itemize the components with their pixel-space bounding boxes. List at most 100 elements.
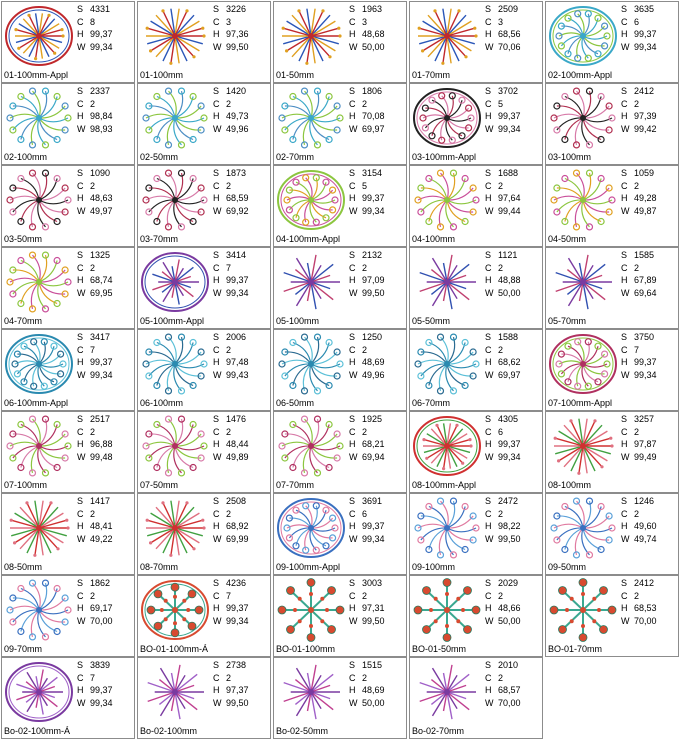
design-cell[interactable]: S 1862 C 2 H 69,17 W 70,00 09-70mm (1, 575, 135, 657)
design-cell[interactable]: S 1806 C 2 H 70,08 W 69,97 02-70mm (273, 83, 407, 165)
design-cell[interactable]: S 1515 C 2 H 48,69 W 50,00 Bo-02-50mm (273, 657, 407, 739)
design-cell[interactable]: S 2006 C 2 H 97,48 W 99,43 06-100mm (137, 329, 271, 411)
design-cell[interactable]: S 3691 C 6 H 99,37 W 99,34 09-100mm-Appl (273, 493, 407, 575)
design-cell[interactable]: S 2738 C 2 H 97,37 W 99,50 Bo-02-100mm (137, 657, 271, 739)
color-count-label: C (349, 98, 356, 109)
stitch-flower (463, 586, 472, 595)
design-cell[interactable]: S 1417 C 2 H 48,41 W 49,22 08-50mm (1, 493, 135, 575)
design-cell[interactable]: S 2472 C 2 H 98,22 W 99,50 09-100mm (409, 493, 543, 575)
stitch-curl (425, 545, 433, 554)
design-cell[interactable]: S 1963 C 3 H 48,68 W 50,00 01-50mm (273, 1, 407, 83)
design-cell[interactable]: S 2517 C 2 H 96,88 W 99,48 07-100mm (1, 411, 135, 493)
stitch-line (283, 27, 312, 37)
stitch-curl (142, 114, 150, 122)
design-cell[interactable]: S 1585 C 2 H 67,89 W 69,64 05-70mm (545, 247, 679, 329)
stitch-curl (597, 174, 605, 183)
design-cell[interactable]: S 2337 C 2 H 98,84 W 98,93 02-100mm (1, 83, 135, 165)
design-cell[interactable]: S 3635 C 6 H 99,37 W 99,34 02-100mm-Appl (545, 1, 679, 83)
stitch-count-value: 2472 (498, 496, 519, 506)
design-preview-image (549, 6, 617, 66)
stitch-count-value: 2517 (90, 414, 111, 424)
design-cell[interactable]: S 2010 C 2 H 68,57 W 70,00 Bo-02-70mm (409, 657, 543, 739)
design-height: H 97,87 (621, 438, 657, 451)
stitch-curl (153, 217, 161, 226)
color-count-value: 2 (634, 180, 640, 191)
stitch-count: S 4305 (485, 413, 521, 426)
design-width-value: 70,00 (90, 615, 113, 626)
design-cell[interactable]: S 3414 C 7 H 99,37 W 99,34 05-100mm-Appl (137, 247, 271, 329)
stitch-count-label: S (213, 4, 220, 14)
design-cell[interactable]: S 2132 C 2 H 97,09 W 99,50 05-100mm (273, 247, 407, 329)
design-cell[interactable]: S 1250 C 2 H 48,69 W 49,96 06-50mm (273, 329, 407, 411)
design-cell[interactable]: S 1925 C 2 H 68,21 W 69,94 07-70mm (273, 411, 407, 493)
applique-frame-ring (549, 6, 617, 66)
stitch-line (170, 500, 176, 529)
stitch-line (553, 113, 584, 119)
design-cell[interactable]: S 3839 C 7 H 99,37 W 99,34 Bo-02-100mm-Á (1, 657, 135, 739)
stitch-line (446, 527, 477, 533)
design-cell[interactable]: S 3417 C 7 H 99,37 W 99,34 06-100mm-Appl (1, 329, 135, 411)
design-cell[interactable]: S 3257 C 2 H 97,87 W 99,49 08-100mm (545, 411, 679, 493)
design-cell[interactable]: S 1688 C 2 H 97,64 W 99,44 04-100mm (409, 165, 543, 247)
design-cell[interactable]: S 2508 C 2 H 68,92 W 69,99 08-70mm (137, 493, 271, 575)
stitch-tip (192, 55, 196, 59)
design-cell[interactable]: S 1325 C 2 H 68,74 W 69,95 04-70mm (1, 247, 135, 329)
stitch-curl (145, 208, 153, 216)
design-preview-image (419, 664, 476, 720)
stitch-count: S 2132 (349, 249, 385, 262)
stitch-curl (438, 92, 446, 100)
design-cell[interactable]: S 3750 C 7 H 99,37 W 99,34 07-100mm-Appl (545, 329, 679, 411)
motif-center (580, 361, 586, 367)
design-cell[interactable]: S 1873 C 2 H 68,59 W 69,92 03-70mm (137, 165, 271, 247)
stitch-line (38, 500, 44, 529)
stitch-tip (145, 26, 149, 30)
design-filename: 01-50mm (276, 70, 315, 80)
design-cell[interactable]: S 3154 C 5 H 99,37 W 99,34 04-100mm-Appl (273, 165, 407, 247)
design-cell[interactable]: S 2412 C 2 H 68,53 W 70,00 BO-01-70mm (545, 575, 679, 657)
stitch-curl (572, 87, 581, 95)
color-count-value: 6 (634, 16, 640, 27)
stitch-curl (417, 184, 425, 192)
design-cell[interactable]: S 1420 C 2 H 49,73 W 49,96 02-50mm (137, 83, 271, 165)
design-cell[interactable]: S 2509 C 3 H 68,56 W 70,06 01-70mm (409, 1, 543, 83)
design-height-value: 97,48 (226, 357, 249, 367)
stitch-line (419, 281, 448, 293)
stitch-tip (442, 467, 446, 471)
applique-frame-ring (416, 91, 478, 145)
design-cell[interactable]: S 1059 C 2 H 49,28 W 49,87 04-50mm (545, 165, 679, 247)
design-cell[interactable]: S 4305 C 6 H 99,37 W 99,34 08-100mm-Appl (409, 411, 543, 493)
design-cell[interactable]: S 1476 C 2 H 48,44 W 49,89 07-50mm (137, 411, 271, 493)
design-cell[interactable]: S 4236 C 7 H 99,37 W 99,34 BO-01-100mm-Á (137, 575, 271, 657)
stitch-curl (20, 342, 28, 350)
stitch-line (18, 23, 40, 37)
design-cell[interactable]: S 1246 C 2 H 49,60 W 49,74 09-50mm (545, 493, 679, 575)
stitch-curl (322, 542, 330, 550)
stitch-line (38, 527, 44, 556)
stitch-line (281, 441, 312, 447)
design-cell[interactable]: S 1588 C 2 H 68,62 W 69,97 06-70mm (409, 329, 543, 411)
stitch-flower (286, 586, 295, 595)
stitch-flower (306, 633, 316, 642)
design-cell[interactable]: S 3003 C 2 H 97,31 W 99,50 BO-01-100mm (273, 575, 407, 657)
stitch-curl (322, 214, 330, 222)
design-height: H 68,21 (349, 438, 385, 451)
design-cell[interactable]: S 2412 C 2 H 97,39 W 99,42 03-100mm (545, 83, 679, 165)
design-preview-image (278, 87, 344, 149)
stitch-count: S 3003 (349, 577, 385, 590)
stitch-line (422, 35, 448, 52)
stitch-line (431, 667, 448, 693)
stitch-line (582, 527, 613, 533)
design-cell[interactable]: S 3226 C 3 H 97,36 W 99,50 01-100mm (137, 1, 271, 83)
design-height: H 99,37 (621, 28, 657, 41)
design-cell[interactable]: S 2029 C 2 H 48,66 W 50,00 BO-01-50mm (409, 575, 543, 657)
design-cell[interactable]: S 1090 C 2 H 48,63 W 49,97 03-50mm (1, 165, 135, 247)
design-cell[interactable]: S 3702 C 5 H 99,37 W 99,34 03-100mm-Appl (409, 83, 543, 165)
design-cell[interactable]: S 1121 C 2 H 48,88 W 50,00 05-50mm (409, 247, 543, 329)
stitch-curl (41, 169, 50, 177)
stitch-line (38, 527, 67, 537)
stitch-curl (461, 174, 469, 183)
stitch-curl (302, 546, 310, 554)
design-cell[interactable]: S 4331 C 8 H 99,37 W 99,34 01-100mm-Appl (1, 1, 135, 83)
stitch-line (162, 10, 176, 37)
